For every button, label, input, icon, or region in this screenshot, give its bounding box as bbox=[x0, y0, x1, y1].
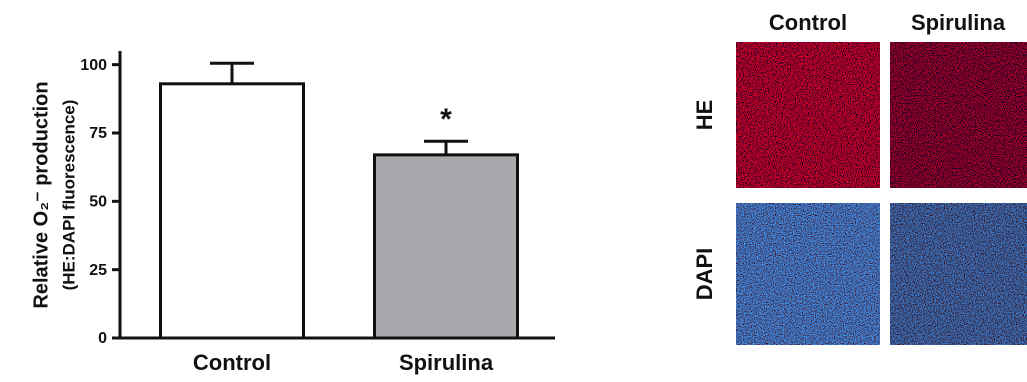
bar bbox=[161, 84, 304, 338]
row-label: DAPI bbox=[692, 248, 717, 301]
significance-marker: * bbox=[440, 103, 452, 136]
dapi-control-image bbox=[736, 203, 880, 345]
bar bbox=[375, 155, 518, 338]
he-spirulina-image bbox=[890, 42, 1027, 188]
y-tick-label: 25 bbox=[89, 262, 107, 279]
y-axis-label-2: (HE:DAPI fluorescence) bbox=[59, 100, 78, 291]
image-panels: Control Spirulina HE DAPI bbox=[692, 10, 1027, 345]
figure: Relative O₂⁻ production (HE:DAPI fluores… bbox=[0, 0, 1027, 382]
bar-chart: Relative O₂⁻ production (HE:DAPI fluores… bbox=[30, 51, 555, 375]
column-label: Spirulina bbox=[911, 10, 1006, 35]
column-label: Control bbox=[769, 10, 847, 35]
y-tick-label: 0 bbox=[98, 330, 107, 347]
x-tick-label: Control bbox=[193, 350, 271, 375]
y-tick-label: 75 bbox=[89, 125, 107, 142]
y-tick-label: 100 bbox=[80, 57, 107, 74]
he-control-image bbox=[736, 42, 880, 188]
x-tick-label: Spirulina bbox=[399, 350, 494, 375]
y-tick-label: 50 bbox=[89, 194, 107, 211]
y-axis-label: Relative O₂⁻ production bbox=[30, 81, 52, 308]
dapi-spirulina-image bbox=[890, 203, 1027, 345]
row-label: HE bbox=[692, 100, 717, 131]
